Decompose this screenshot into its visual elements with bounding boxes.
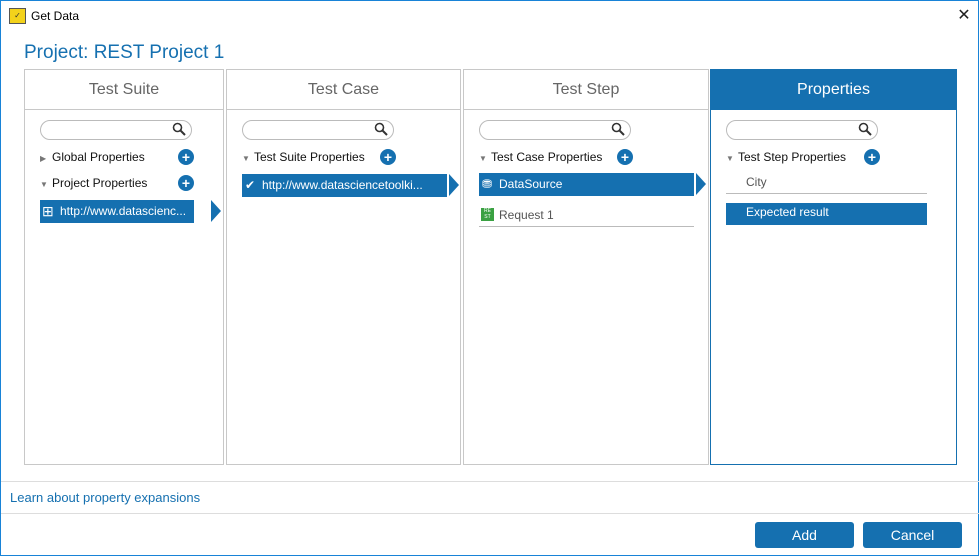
add-property-button[interactable]: +	[178, 149, 194, 165]
collapse-icon: ▼	[242, 154, 250, 163]
next-arrow-icon	[449, 174, 459, 196]
search-icon	[172, 122, 186, 136]
collapse-icon: ▼	[726, 154, 734, 163]
tree-test-suite-properties[interactable]: ▼ Test Suite Properties	[242, 148, 365, 166]
column-properties: Properties ▼ Test Step Properties + City …	[710, 69, 957, 465]
expand-icon: ▶	[40, 154, 47, 163]
tree-test-step-properties[interactable]: ▼ Test Step Properties	[726, 148, 846, 166]
search-icon	[374, 122, 388, 136]
list-item[interactable]: RE ST Request 1	[479, 203, 694, 227]
rest-request-icon: RE ST	[481, 208, 494, 221]
selected-item[interactable]: ✔ http://www.datasciencetoolki...	[242, 174, 447, 197]
add-property-button[interactable]: +	[380, 149, 396, 165]
check-icon: ✔	[245, 178, 256, 192]
search-input[interactable]	[726, 120, 878, 140]
close-icon[interactable]: ✕	[957, 7, 971, 24]
project-title: Project: REST Project 1	[24, 42, 225, 63]
search-input[interactable]	[40, 120, 192, 140]
collapse-icon: ▼	[40, 180, 48, 189]
selected-item[interactable]: ⛃ DataSource	[479, 173, 694, 196]
datasource-icon: ⛃	[482, 177, 493, 191]
column-header: Properties	[711, 70, 956, 110]
column-test-step: Test Step ▼ Test Case Properties + ⛃ DataS…	[463, 69, 709, 465]
tree-test-case-properties[interactable]: ▼ Test Case Properties	[479, 148, 602, 166]
search-input[interactable]	[242, 120, 394, 140]
next-arrow-icon	[696, 173, 706, 195]
search-icon	[858, 122, 872, 136]
divider	[1, 513, 979, 514]
add-property-button[interactable]: +	[864, 149, 880, 165]
search-icon	[611, 122, 625, 136]
add-property-button[interactable]: +	[617, 149, 633, 165]
add-button[interactable]: Add	[755, 522, 854, 548]
grid-icon: ⊞	[42, 203, 54, 219]
collapse-icon: ▼	[479, 154, 487, 163]
column-header: Test Suite	[25, 70, 223, 110]
tree-project-properties[interactable]: ▼ Project Properties	[40, 174, 147, 192]
column-test-suite: Test Suite ▶ Global Properties + ▼ Project…	[24, 69, 224, 465]
search-input[interactable]	[479, 120, 631, 140]
cancel-button[interactable]: Cancel	[863, 522, 962, 548]
column-test-case: Test Case ▼ Test Suite Properties + ✔ http…	[226, 69, 461, 465]
window-title: Get Data	[31, 9, 80, 23]
next-arrow-icon	[211, 200, 221, 222]
app-icon: ✓	[9, 8, 26, 24]
column-header: Test Step	[464, 70, 708, 110]
divider	[1, 481, 979, 482]
selected-item[interactable]: Expected result	[726, 203, 927, 225]
tree-global-properties[interactable]: ▶ Global Properties	[40, 148, 145, 166]
list-item[interactable]: City	[726, 170, 927, 194]
column-header: Test Case	[227, 70, 460, 110]
add-property-button[interactable]: +	[178, 175, 194, 191]
selected-item[interactable]: ⊞ http://www.datascienc...	[40, 200, 194, 223]
property-expansions-link[interactable]: Learn about property expansions	[10, 490, 201, 505]
